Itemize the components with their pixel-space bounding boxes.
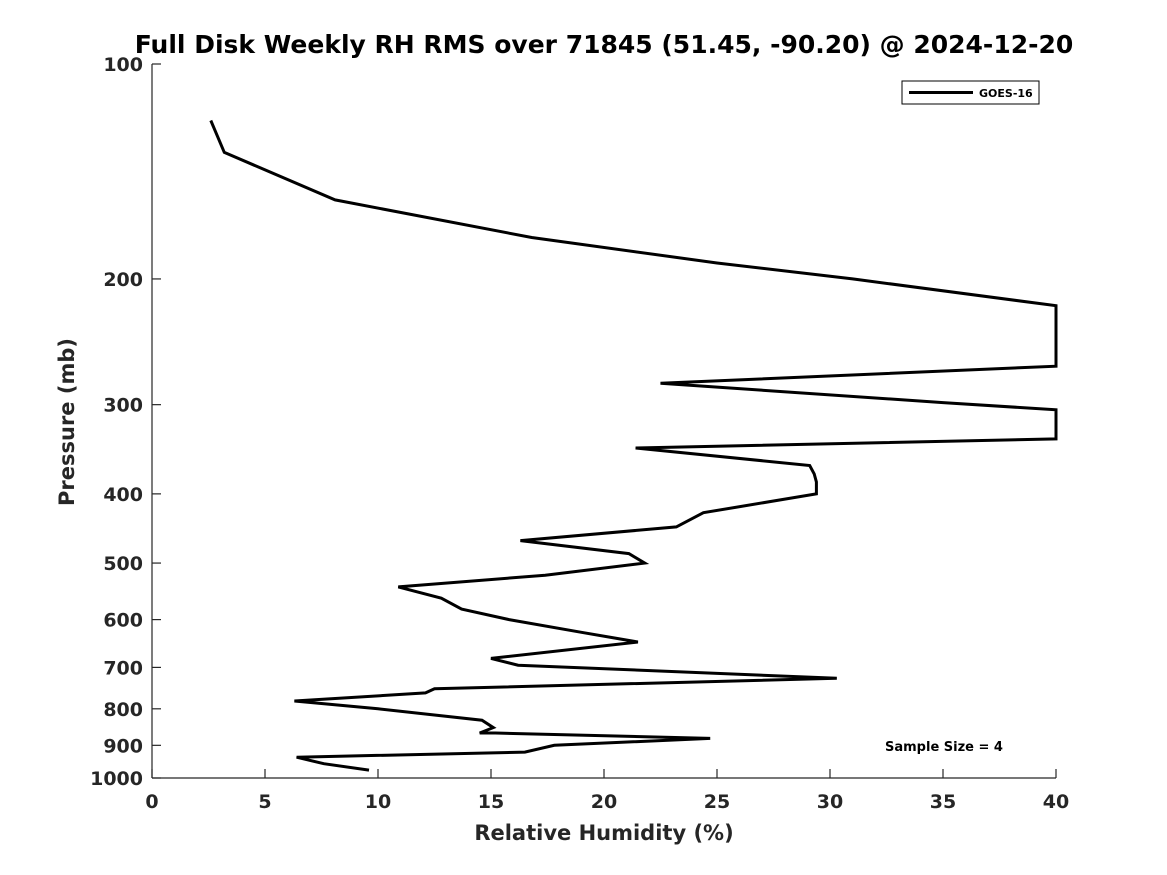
- series-line-goes-16: [209, 119, 1058, 772]
- chart-title: Full Disk Weekly RH RMS over 71845 (51.4…: [135, 30, 1074, 59]
- y-tick-label: 400: [103, 484, 143, 506]
- y-tick-label: 100: [103, 54, 143, 76]
- y-tick-label: 300: [103, 395, 143, 417]
- x-tick-label: 0: [145, 791, 158, 813]
- x-tick-label: 35: [930, 791, 956, 813]
- y-tick-label: 200: [103, 269, 143, 291]
- x-tick-label: 25: [704, 791, 730, 813]
- y-tick-label: 500: [103, 553, 143, 575]
- y-tick-label: 1000: [90, 768, 143, 790]
- y-tick-label: 900: [103, 735, 143, 757]
- x-tick-label: 10: [365, 791, 391, 813]
- x-tick-label: 30: [817, 791, 843, 813]
- y-tick-label: 700: [103, 657, 143, 679]
- sample-size-annotation: Sample Size = 4: [885, 740, 1003, 755]
- plot-area: 0 5 10 15 20 25 30 35 40 100 200 300 400 500 600 700 800…: [90, 54, 1069, 813]
- x-tick-label: 15: [478, 791, 504, 813]
- x-tick-label: 40: [1043, 791, 1069, 813]
- x-axis-label: Relative Humidity (%): [474, 821, 733, 845]
- y-axis-label: Pressure (mb): [55, 338, 79, 506]
- legend: GOES-16: [901, 80, 1040, 105]
- legend-label-goes-16: GOES-16: [979, 87, 1033, 100]
- x-tick-label: 20: [591, 791, 617, 813]
- x-tick-label: 5: [258, 791, 271, 813]
- y-tick-label: 800: [103, 699, 143, 721]
- y-tick-label: 600: [103, 610, 143, 632]
